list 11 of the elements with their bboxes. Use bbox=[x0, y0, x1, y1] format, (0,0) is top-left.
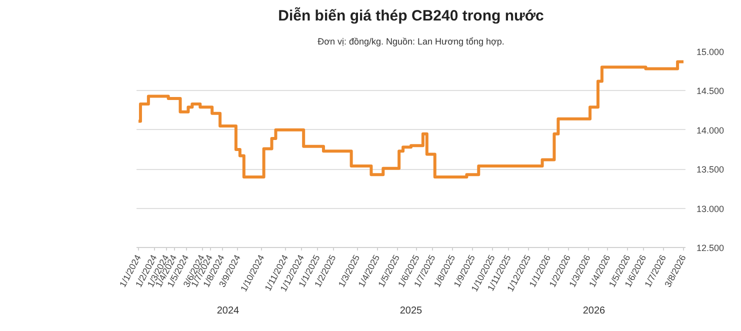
y-tick-label: 14.000 bbox=[696, 125, 724, 136]
y-tick-label: 13.000 bbox=[696, 204, 724, 214]
chart-subtitle: Đơn vị: đồng/kg. Nguồn: Lan Hương tổng hợp. bbox=[318, 36, 504, 46]
y-tick-label: 13.500 bbox=[696, 164, 724, 175]
text: 2025 bbox=[400, 306, 423, 316]
text: 2024 bbox=[216, 306, 240, 316]
y-tick-label: 15.000 bbox=[696, 47, 724, 57]
text: 2026 bbox=[582, 306, 606, 316]
y-tick-label: 12.500 bbox=[696, 243, 724, 253]
y-tick-label: 14.500 bbox=[696, 86, 724, 96]
chart-title: Diễn biến giá thép CB240 trong nước bbox=[278, 6, 544, 24]
